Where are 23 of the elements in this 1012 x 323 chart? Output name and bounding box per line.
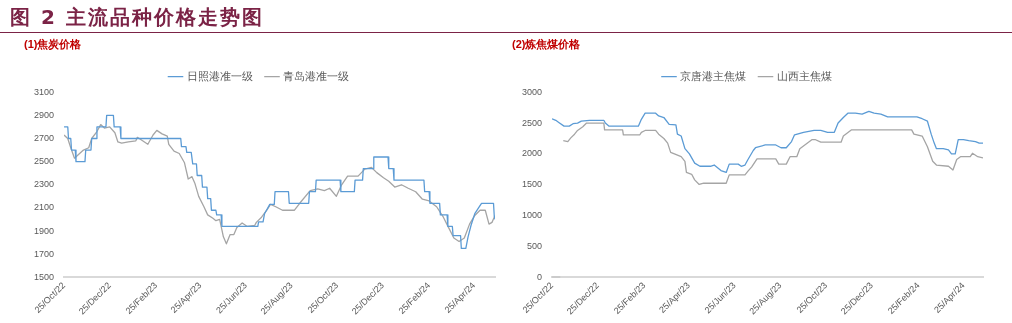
y-tick-label: 2500 xyxy=(521,117,543,128)
y-tick-label: 3000 xyxy=(521,86,543,97)
y-tick-label: 2700 xyxy=(33,132,55,143)
y-tick-label: 2300 xyxy=(33,179,55,190)
legend-label: 山西主焦煤 xyxy=(776,69,832,82)
y-tick-label: 2100 xyxy=(33,202,55,213)
chart-title: (1)焦炭价格 xyxy=(24,37,83,51)
y-tick-label: 500 xyxy=(526,240,543,251)
y-tick-label: 1900 xyxy=(33,225,55,236)
y-tick-label: 2900 xyxy=(33,109,55,120)
text: 图 2 主流品种价格走势图 xyxy=(10,4,264,31)
legend-label: 京唐港主焦煤 xyxy=(680,69,746,82)
y-tick-label: 0 xyxy=(537,271,543,282)
y-tick-label: 3100 xyxy=(33,86,55,97)
legend-label: 青岛港准一级 xyxy=(283,69,349,82)
y-tick-label: 2000 xyxy=(521,148,543,159)
y-tick-label: 1000 xyxy=(521,210,543,221)
chart-title: (2)炼焦煤价格 xyxy=(512,37,582,51)
y-tick-label: 1500 xyxy=(33,271,55,282)
legend-label: 日照港准一级 xyxy=(186,69,253,82)
y-tick-label: 1700 xyxy=(33,248,55,259)
y-tick-label: 1500 xyxy=(521,179,543,190)
y-tick-label: 2500 xyxy=(33,156,55,167)
